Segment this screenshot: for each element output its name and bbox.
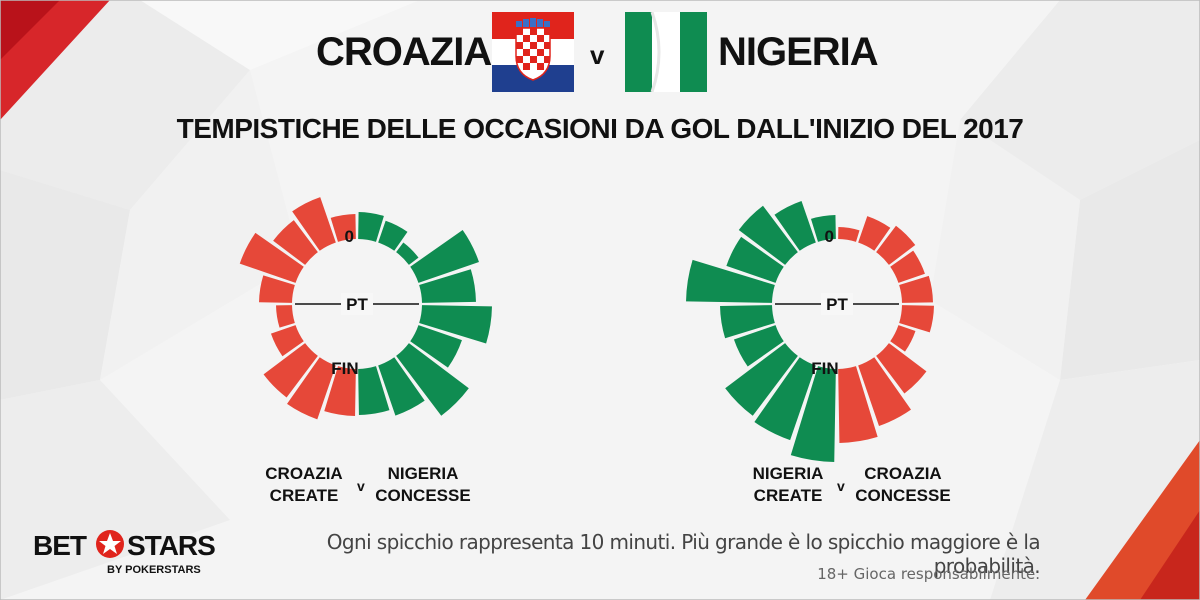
segment-right-2-10	[838, 366, 878, 443]
segment-right-2-4	[890, 250, 925, 283]
segment-left-1-3	[273, 220, 318, 265]
start-label-1: 0	[345, 227, 354, 246]
nigeria-flag-icon	[625, 12, 707, 92]
segment-left-1-1	[330, 214, 356, 242]
radial-chart-2: PT 0 FIN	[686, 200, 934, 462]
series-right-2	[838, 216, 934, 443]
segment-left-2-9	[754, 357, 816, 441]
segment-left-2-3	[738, 205, 798, 265]
segment-right-2-8	[876, 343, 927, 394]
segment-right-1-6	[419, 305, 492, 344]
segment-right-1-4	[410, 230, 479, 283]
segment-left-2-7	[733, 325, 784, 367]
segment-right-1-5	[419, 269, 476, 303]
segment-right-2-3	[876, 225, 916, 265]
segment-left-1-4	[239, 232, 304, 283]
caption-right-2-line2: CONCESSE	[855, 486, 951, 505]
half-label-2: PT	[826, 295, 848, 314]
segment-left-2-2	[774, 200, 816, 251]
half-label-bg-2	[821, 293, 853, 315]
series-left-2	[686, 200, 836, 462]
legal-note: 18+ Gioca responsabilmente.	[817, 565, 1040, 583]
half-label-bg-1	[341, 293, 373, 315]
caption-right-2-line1: CROAZIA	[864, 464, 942, 483]
team-right-title: NIGERIA	[718, 30, 879, 74]
segment-right-2-9	[858, 357, 911, 426]
segment-left-2-6	[720, 305, 775, 339]
chart-subtitle: TEMPISTICHE DELLE OCCASIONI DA GOL DALL'…	[176, 113, 1024, 144]
segment-left-1-5	[259, 275, 295, 303]
end-label-1: FIN	[331, 359, 358, 378]
caption-v-1: v	[357, 478, 365, 494]
segment-right-1-9	[378, 357, 425, 416]
segment-left-1-2	[292, 197, 336, 251]
segment-left-2-4	[726, 236, 784, 283]
segment-left-2-5	[686, 259, 775, 303]
footer-note: Ogni spicchio rappresenta 10 minuti. Più…	[326, 530, 1041, 578]
caption-left-1-line2: CREATE	[269, 486, 339, 505]
segment-left-1-9	[287, 357, 336, 420]
caption-left-1: CROAZIA CREATE	[256, 463, 352, 507]
team-left-title: CROAZIA	[316, 30, 492, 74]
segment-left-2-8	[725, 343, 798, 416]
segment-right-2-5	[899, 275, 933, 303]
segment-left-2-1	[810, 215, 836, 242]
caption-right-1-line1: NIGERIA	[387, 464, 459, 483]
segment-left-2-10	[790, 366, 836, 462]
segment-right-2-6	[899, 305, 934, 333]
segment-right-1-7	[410, 325, 462, 368]
segment-right-2-7	[890, 325, 916, 352]
logo-bet: BET	[33, 530, 87, 561]
series-left-1	[239, 197, 356, 420]
logo-star-icon	[96, 530, 124, 558]
caption-left-2-line1: NIGERIA	[752, 464, 824, 483]
caption-left-1-line1: CROAZIA	[265, 464, 343, 483]
segment-left-1-7	[270, 325, 304, 357]
segment-right-1-3	[396, 242, 419, 265]
segment-right-2-1	[838, 227, 860, 242]
logo-subtitle: BY POKERSTARS	[107, 564, 201, 576]
caption-left-2-line2: CREATE	[753, 486, 823, 505]
vs-label: v	[590, 40, 605, 70]
segment-right-1-2	[378, 220, 408, 251]
caption-v-2: v	[837, 478, 845, 494]
betstars-logo: BET STARS BY POKERSTARS	[33, 530, 233, 580]
logo-stars: STARS	[127, 530, 216, 561]
segment-right-2-2	[858, 216, 891, 251]
caption-right-2: CROAZIA CONCESSE	[850, 463, 956, 507]
segment-right-1-10	[358, 366, 390, 415]
segment-left-1-6	[276, 305, 295, 328]
segment-left-1-8	[263, 343, 318, 398]
segment-right-1-1	[358, 212, 384, 242]
segment-right-1-8	[396, 343, 469, 416]
half-label-1: PT	[346, 295, 368, 314]
caption-right-1-line2: CONCESSE	[375, 486, 471, 505]
segment-left-1-10	[324, 366, 356, 416]
end-label-2: FIN	[811, 359, 838, 378]
caption-right-1: NIGERIA CONCESSE	[370, 463, 476, 507]
radial-chart-1: PT 0 FIN	[239, 197, 492, 420]
start-label-2: 0	[825, 227, 834, 246]
series-right-1	[358, 212, 492, 416]
croatia-flag-icon	[492, 12, 574, 92]
caption-left-2: NIGERIA CREATE	[742, 463, 834, 507]
